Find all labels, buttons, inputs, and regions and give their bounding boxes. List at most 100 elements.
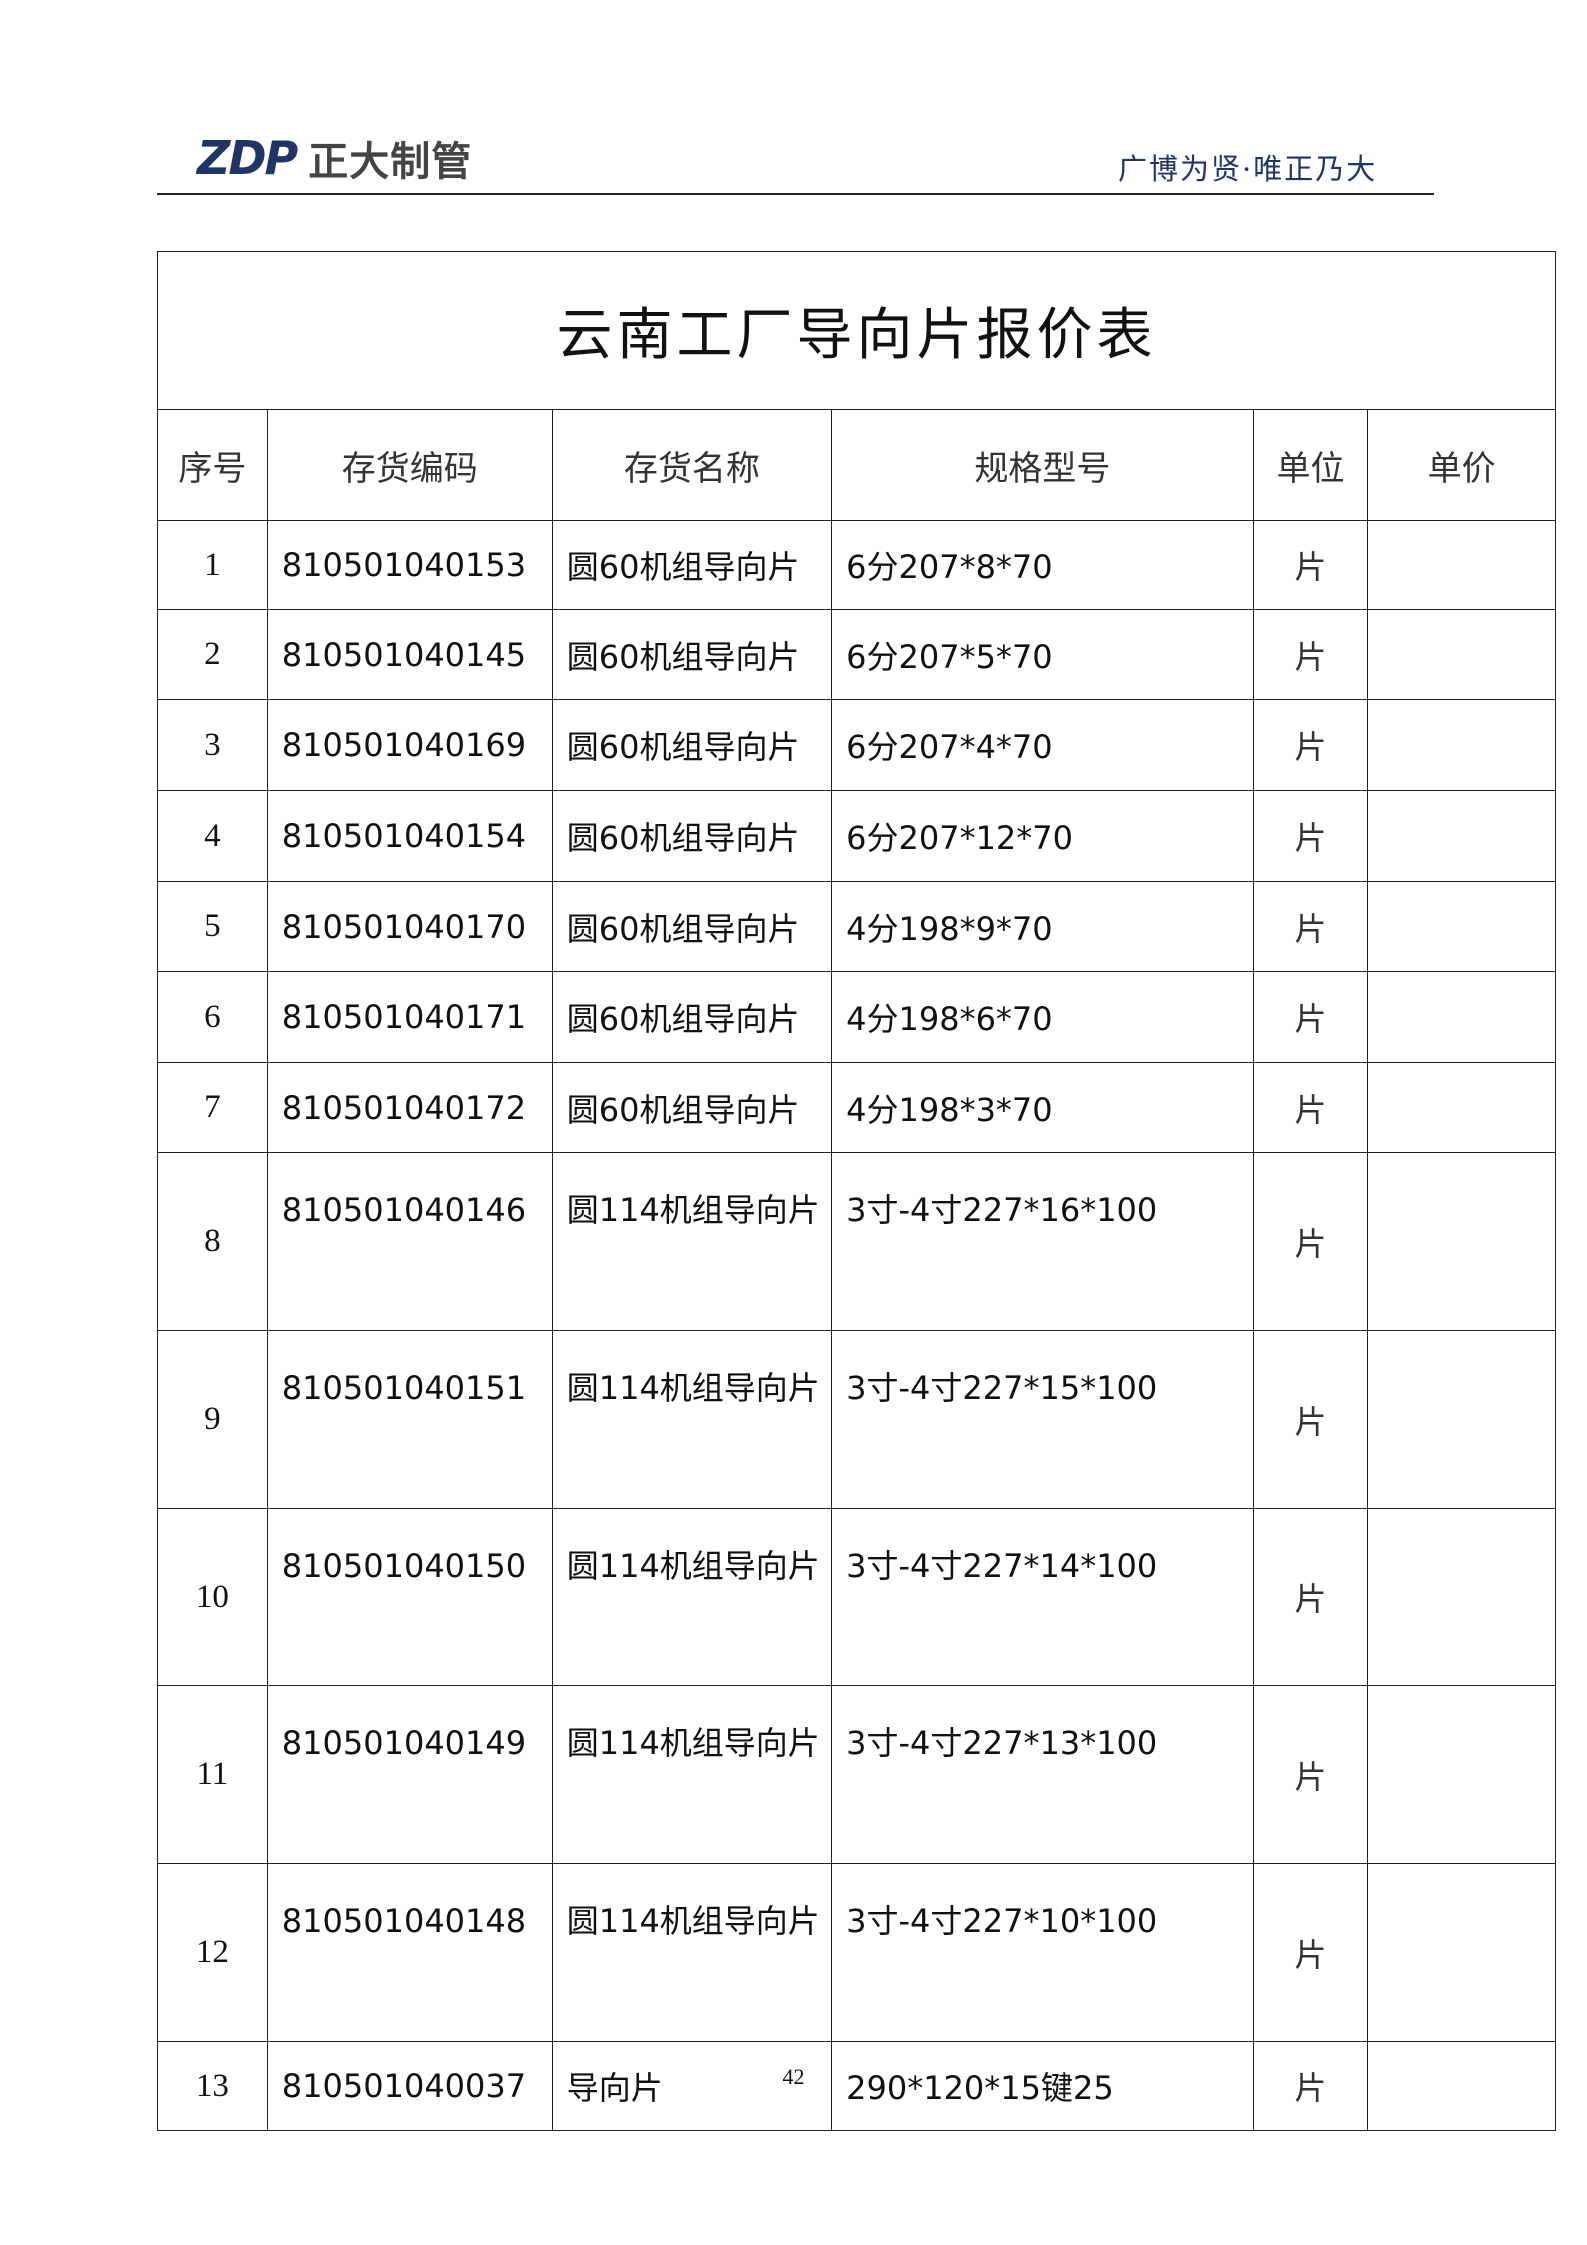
row-number-cell: 1	[157, 520, 268, 610]
unit-price-cell	[1367, 609, 1556, 700]
table-row: 2 810501040145 圆60机组导向片 6分207*5*70 片	[157, 609, 1556, 700]
unit-cell: 片	[1252, 1685, 1369, 1864]
row-number-cell: 10	[157, 1508, 268, 1686]
inventory-code-cell: 810501040146	[266, 1152, 553, 1331]
inventory-code-cell: 810501040171	[266, 971, 553, 1063]
specification-cell: 3寸-4寸227*14*100	[831, 1508, 1254, 1686]
row-number-cell: 8	[157, 1152, 268, 1331]
table-row: 7 810501040172 圆60机组导向片 4分198*3*70 片	[157, 1062, 1556, 1153]
unit-cell: 片	[1252, 1508, 1369, 1686]
unit-price-cell	[1367, 1062, 1556, 1153]
inventory-code-cell: 810501040172	[266, 1062, 553, 1153]
table-row: 9 810501040151 圆114机组导向片 3寸-4寸227*15*100 片	[157, 1330, 1556, 1509]
row-number-cell: 12	[157, 1863, 268, 2042]
table-row: 13 810501040037 导向片 290*120*15键25 片	[157, 2041, 1556, 2131]
specification-cell: 3寸-4寸227*10*100	[831, 1863, 1254, 2042]
specification-cell: 4分198*9*70	[831, 881, 1254, 972]
column-header: 规格型号	[831, 409, 1254, 521]
row-number-cell: 6	[157, 971, 268, 1063]
unit-cell: 片	[1252, 790, 1369, 882]
table-row: 6 810501040171 圆60机组导向片 4分198*6*70 片	[157, 971, 1556, 1063]
inventory-name-cell: 圆60机组导向片	[551, 971, 833, 1063]
table-row: 10 810501040150 圆114机组导向片 3寸-4寸227*14*100 片	[157, 1508, 1556, 1686]
column-header: 存货名称	[551, 409, 833, 521]
unit-price-cell	[1367, 2041, 1556, 2131]
row-number-cell: 13	[157, 2041, 268, 2131]
inventory-code-cell: 810501040149	[266, 1685, 553, 1864]
table-row: 1 810501040153 圆60机组导向片 6分207*8*70 片	[157, 520, 1556, 610]
unit-price-cell	[1367, 971, 1556, 1063]
specification-cell: 6分207*8*70	[831, 520, 1254, 610]
table-row: 12 810501040148 圆114机组导向片 3寸-4寸227*10*100 片	[157, 1863, 1556, 2042]
logo-text: 正大制管	[308, 139, 473, 185]
unit-cell: 片	[1252, 1330, 1369, 1509]
inventory-name-cell: 圆114机组导向片	[551, 1863, 833, 2042]
slogan: 广博为贤·唯正乃大	[1118, 152, 1378, 186]
table-row: 3 810501040169 圆60机组导向片 6分207*4*70 片	[157, 699, 1556, 791]
page-number: 42	[782, 2064, 805, 2089]
row-number-cell: 3	[157, 699, 268, 791]
unit-cell: 片	[1252, 1062, 1369, 1153]
row-number-cell: 9	[157, 1330, 268, 1509]
row-number-cell: 11	[157, 1685, 268, 1864]
column-header: 单位	[1252, 409, 1369, 521]
unit-price-cell	[1367, 1863, 1556, 2042]
specification-cell: 6分207*12*70	[831, 790, 1254, 882]
specification-cell: 3寸-4寸227*16*100	[831, 1152, 1254, 1331]
inventory-code-cell: 810501040170	[266, 881, 553, 972]
inventory-name-cell: 圆60机组导向片	[551, 609, 833, 700]
specification-cell: 290*120*15键25	[831, 2041, 1254, 2131]
inventory-name-cell: 圆60机组导向片	[551, 790, 833, 882]
inventory-code-cell: 810501040151	[266, 1330, 553, 1509]
unit-cell: 片	[1252, 520, 1369, 610]
table-title: 云南工厂导向片报价表	[157, 251, 1556, 410]
specification-cell: 6分207*4*70	[831, 699, 1254, 791]
specification-cell: 6分207*5*70	[831, 609, 1254, 700]
row-number-cell: 2	[157, 609, 268, 700]
column-header: 存货编码	[266, 409, 553, 521]
specification-cell: 3寸-4寸227*13*100	[831, 1685, 1254, 1864]
row-number-cell: 4	[157, 790, 268, 882]
table-row: 11 810501040149 圆114机组导向片 3寸-4寸227*13*100 片	[157, 1685, 1556, 1864]
unit-cell: 片	[1252, 609, 1369, 700]
unit-cell: 片	[1252, 699, 1369, 791]
unit-price-cell	[1367, 520, 1556, 610]
table-row: 4 810501040154 圆60机组导向片 6分207*12*70 片	[157, 790, 1556, 882]
unit-cell: 片	[1252, 971, 1369, 1063]
logo-mark: ZDP	[197, 131, 298, 185]
unit-price-cell	[1367, 1330, 1556, 1509]
inventory-name-cell: 圆60机组导向片	[551, 699, 833, 791]
inventory-code-cell: 810501040169	[266, 699, 553, 791]
table-row: 5 810501040170 圆60机组导向片 4分198*9*70 片	[157, 881, 1556, 972]
unit-price-cell	[1367, 790, 1556, 882]
column-header: 单价	[1367, 409, 1556, 521]
specification-cell: 4分198*6*70	[831, 971, 1254, 1063]
inventory-code-cell: 810501040154	[266, 790, 553, 882]
inventory-code-cell: 810501040037	[266, 2041, 553, 2131]
inventory-name-cell: 圆114机组导向片	[551, 1685, 833, 1864]
unit-price-cell	[1367, 1152, 1556, 1331]
unit-price-cell	[1367, 699, 1556, 791]
company-logo: ZDP 正大制管	[197, 131, 472, 185]
inventory-code-cell: 810501040148	[266, 1863, 553, 2042]
header-divider	[157, 193, 1434, 195]
inventory-name-cell: 圆60机组导向片	[551, 1062, 833, 1153]
inventory-code-cell: 810501040145	[266, 609, 553, 700]
quote-table: 云南工厂导向片报价表 序号 存货编码 存货名称 规格型号 单位 单价 1 8105…	[157, 251, 1556, 2131]
specification-cell: 4分198*3*70	[831, 1062, 1254, 1153]
inventory-name-cell: 圆114机组导向片	[551, 1152, 833, 1331]
unit-cell: 片	[1252, 881, 1369, 972]
inventory-name-cell: 圆60机组导向片	[551, 881, 833, 972]
table-header-row: 序号 存货编码 存货名称 规格型号 单位 单价	[157, 409, 1556, 521]
specification-cell: 3寸-4寸227*15*100	[831, 1330, 1254, 1509]
inventory-name-cell: 圆60机组导向片	[551, 520, 833, 610]
inventory-code-cell: 810501040153	[266, 520, 553, 610]
unit-price-cell	[1367, 881, 1556, 972]
row-number-cell: 5	[157, 881, 268, 972]
unit-price-cell	[1367, 1685, 1556, 1864]
table-row: 8 810501040146 圆114机组导向片 3寸-4寸227*16*100 片	[157, 1152, 1556, 1331]
inventory-code-cell: 810501040150	[266, 1508, 553, 1686]
row-number-cell: 7	[157, 1062, 268, 1153]
column-header: 序号	[157, 409, 268, 521]
inventory-name-cell: 圆114机组导向片	[551, 1330, 833, 1509]
